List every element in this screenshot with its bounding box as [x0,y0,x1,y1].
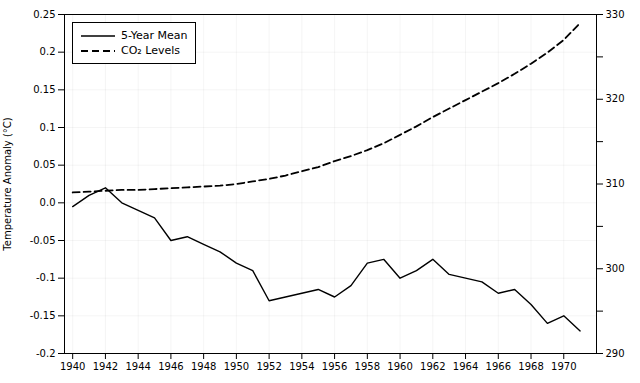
svg-text:-0.1: -0.1 [36,272,56,283]
svg-text:290: 290 [606,348,625,359]
svg-text:1968: 1968 [518,361,543,372]
svg-text:1950: 1950 [224,361,249,372]
svg-text:320: 320 [606,93,625,104]
svg-text:1952: 1952 [256,361,281,372]
svg-text:1940: 1940 [60,361,85,372]
svg-text:0.1: 0.1 [40,122,56,133]
svg-text:0.0: 0.0 [40,197,56,208]
svg-text:-0.05: -0.05 [30,235,56,246]
svg-text:1960: 1960 [387,361,412,372]
svg-text:1958: 1958 [355,361,380,372]
svg-text:0.25: 0.25 [33,9,55,20]
svg-text:Temperature Anomaly (°C): Temperature Anomaly (°C) [2,117,13,251]
svg-text:1962: 1962 [420,361,445,372]
svg-text:1970: 1970 [551,361,576,372]
svg-text:1944: 1944 [125,361,150,372]
svg-text:1954: 1954 [289,361,314,372]
svg-text:1956: 1956 [322,361,347,372]
svg-text:0.15: 0.15 [33,84,55,95]
svg-text:0.05: 0.05 [33,159,55,170]
svg-text:-0.2: -0.2 [36,348,56,359]
svg-text:300: 300 [606,263,625,274]
svg-text:-0.15: -0.15 [30,310,56,321]
html-text:5-Year Mean: 5-Year Mean [121,29,188,42]
svg-text:0.2: 0.2 [40,46,56,57]
svg-text:1946: 1946 [158,361,183,372]
svg-text:330: 330 [606,9,625,20]
svg-text:1964: 1964 [453,361,478,372]
svg-text:1948: 1948 [191,361,216,372]
svg-text:1966: 1966 [486,361,511,372]
svg-text:1942: 1942 [93,361,118,372]
svg-text:310: 310 [606,178,625,189]
html-text:CO₂ Levels: CO₂ Levels [121,44,180,57]
